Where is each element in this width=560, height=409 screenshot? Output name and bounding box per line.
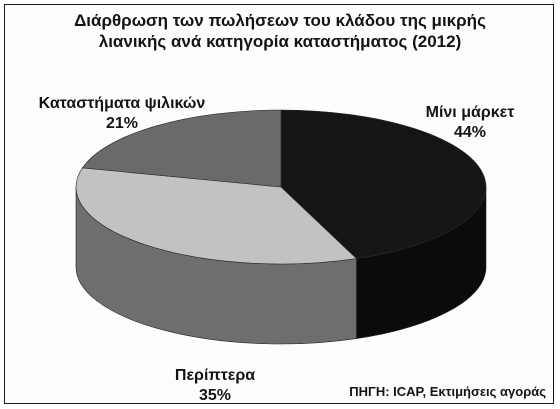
chart-title: Διάρθρωση των πωλήσεων του κλάδου της μι… <box>0 10 560 52</box>
pie-slice-Περίπτερα <box>75 167 358 265</box>
slice-label-name: Περίπτερα <box>174 367 256 384</box>
pie-slice-Καταστήματα-ψιλικών <box>81 109 282 188</box>
pie-top-group <box>75 109 487 265</box>
chart-title-line-2: λιανικής ανά κατηγορία καταστήματος (201… <box>98 32 462 51</box>
slice-label-value: 35% <box>198 387 232 404</box>
slice-label-value: 21% <box>105 115 139 132</box>
slice-label-name: Καταστήματα ψιλικών <box>38 95 206 112</box>
chart-source: ΠΗΓΗ: ICAP, Εκτιμήσεις αγοράς <box>349 384 546 399</box>
slice-label-name: Μίνι μάρκετ <box>425 104 515 121</box>
pie-slice-Μίνι-μάρκετ <box>280 109 487 259</box>
slice-label-periptera: Περίπτερα 35% <box>160 366 270 406</box>
slice-label-value: 44% <box>453 124 487 141</box>
slice-label-kiosks-shops: Καταστήματα ψιλικών 21% <box>22 94 222 134</box>
chart-title-line-1: Διάρθρωση των πωλήσεων του κλάδου της μι… <box>74 11 486 30</box>
slice-label-mini-market: Μίνι μάρκετ 44% <box>395 103 545 143</box>
